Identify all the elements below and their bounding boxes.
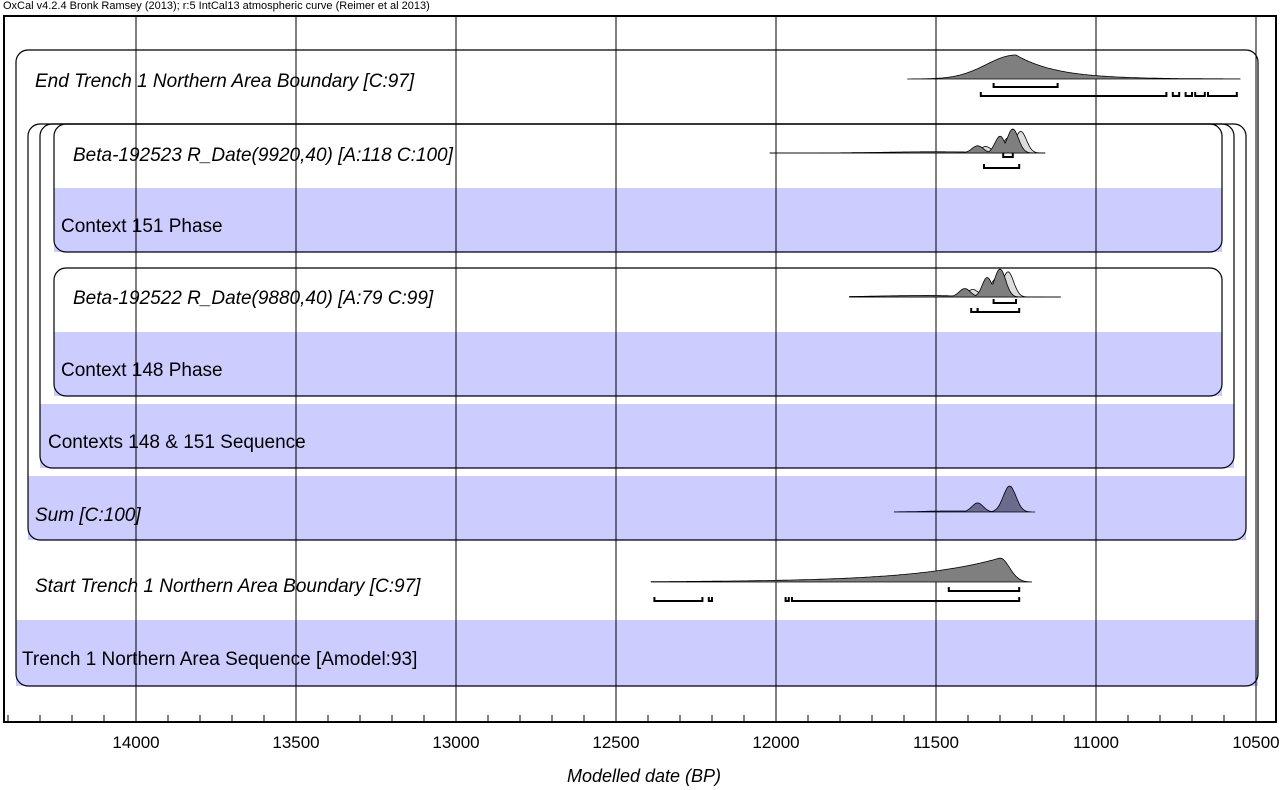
gridlines bbox=[135, 17, 1257, 721]
plot-frame bbox=[3, 15, 1277, 723]
group-brackets bbox=[15, 49, 1259, 687]
prior-distribution bbox=[849, 271, 1061, 298]
row-band bbox=[40, 404, 1234, 468]
posterior-distribution bbox=[907, 54, 1241, 80]
row-label: Trench 1 Northern Area Sequence [Amodel:… bbox=[22, 649, 417, 670]
x-axis-label: Modelled date (BP) bbox=[567, 766, 721, 786]
row-band bbox=[54, 188, 1222, 252]
range-95 bbox=[983, 164, 1021, 169]
range-68 bbox=[947, 587, 1021, 592]
posterior-distribution bbox=[769, 128, 1046, 154]
row-band bbox=[54, 332, 1222, 396]
range-95 bbox=[784, 597, 790, 602]
hpd-ranges bbox=[653, 83, 1238, 602]
x-axis-tick-labels: 14000 13500 13000 12500 12000 11500 11000 10500 bbox=[112, 733, 1279, 752]
tick-label: 13000 bbox=[432, 733, 479, 752]
range-95 bbox=[1171, 92, 1181, 97]
row-label: Context 148 Phase bbox=[61, 360, 223, 381]
row-labels: End Trench 1 Northern Area Boundary [C:9… bbox=[22, 71, 454, 670]
range-95 bbox=[653, 597, 704, 602]
oxcal-header: OxCal v4.2.4 Bronk Ramsey (2013); r:5 In… bbox=[3, 0, 430, 12]
tick-label: 10500 bbox=[1232, 733, 1279, 752]
row-label: Start Trench 1 Northern Area Boundary [C… bbox=[35, 576, 421, 597]
posterior-distribution bbox=[650, 557, 1033, 583]
row-band bbox=[16, 620, 1258, 686]
range-68 bbox=[992, 83, 1059, 88]
range-95 bbox=[1207, 92, 1238, 97]
row-band bbox=[28, 476, 1246, 540]
tick-label: 11500 bbox=[913, 733, 959, 752]
row-label: Contexts 148 & 151 Sequence bbox=[48, 432, 306, 453]
outline-trench-sequence bbox=[15, 49, 1259, 687]
range-68 bbox=[1002, 153, 1014, 158]
row-label: End Trench 1 Northern Area Boundary [C:9… bbox=[35, 71, 415, 92]
range-95 bbox=[791, 597, 1021, 602]
outline-context-148 bbox=[53, 267, 1223, 397]
tick-label: 14000 bbox=[112, 733, 159, 752]
distributions bbox=[650, 54, 1241, 583]
tick-label: 13500 bbox=[272, 733, 319, 752]
row-bands bbox=[16, 188, 1258, 686]
tick-label: 11000 bbox=[1073, 733, 1119, 752]
range-95 bbox=[976, 308, 1021, 313]
range-95 bbox=[707, 597, 713, 602]
range-95 bbox=[1184, 92, 1193, 97]
row-label: Beta-192523 R_Date(9920,40) [A:118 C:100… bbox=[73, 145, 454, 166]
tick-label: 12000 bbox=[752, 733, 799, 752]
tick-label: 12500 bbox=[592, 733, 639, 752]
range-95 bbox=[979, 92, 1168, 97]
posterior-distribution bbox=[849, 268, 1061, 298]
outline-context-151 bbox=[53, 123, 1223, 253]
range-95 bbox=[1194, 92, 1206, 97]
row-label: Sum [C:100] bbox=[35, 505, 141, 526]
x-axis-ticks bbox=[7, 711, 1257, 721]
posterior-distribution bbox=[894, 485, 1036, 513]
row-label: Beta-192522 R_Date(9880,40) [A:79 C:99] bbox=[73, 288, 434, 309]
range-68 bbox=[992, 299, 1017, 304]
row-label: Context 151 Phase bbox=[61, 216, 223, 237]
